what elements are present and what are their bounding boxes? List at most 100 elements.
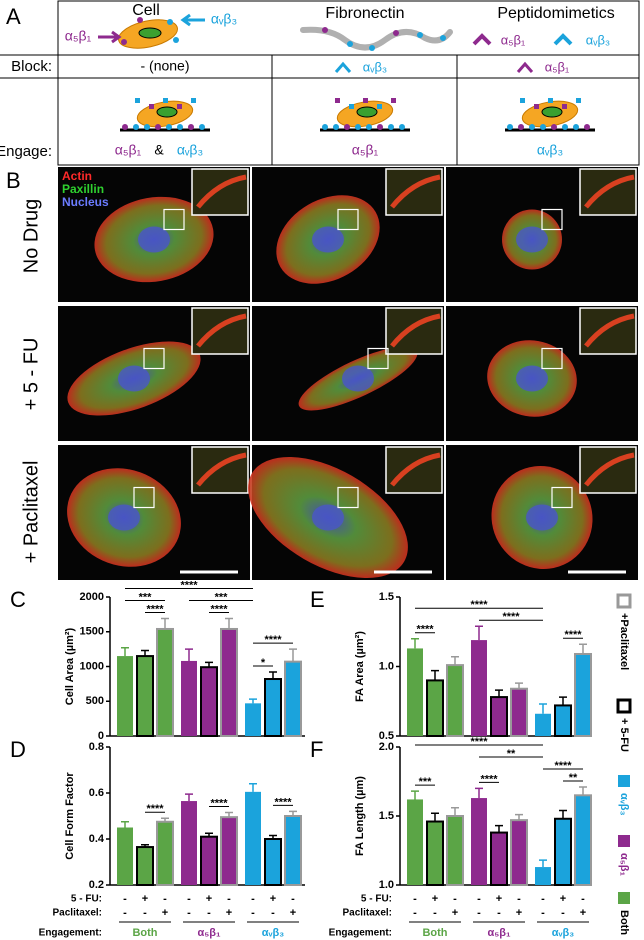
receptor [149,104,154,109]
error-bar [411,790,419,800]
significance-label: **** [180,579,198,591]
nucleus-image [138,226,170,253]
site [417,32,423,38]
roi-box [337,208,359,231]
nucleus-image [108,504,140,531]
inset-detail [390,174,441,209]
bar [220,816,238,887]
bar [574,794,592,886]
header: Cell [132,2,160,19]
error-bar [411,637,419,649]
receptor [167,19,173,25]
stain-legend: Nucleus [62,195,109,209]
significance-label: **** [554,760,572,772]
x-table-label: Paclitaxel: [343,908,392,919]
error-bar [185,793,193,802]
y-tick-label: 2.0 [379,741,394,753]
nucleus [541,106,563,118]
y-axis-label: FA Area (µm²) [354,631,366,702]
x-table-cell: - [477,907,481,919]
error-bar [431,812,439,822]
x-table-cell: - [477,893,481,905]
engage-label: αᵥβ₃ [177,142,203,158]
engage-label: α₅β₁ [352,142,379,158]
x-table-cell: - [251,893,255,905]
receptor [548,98,553,103]
group-label: α₅β₁ [487,927,511,939]
receptor [135,98,140,103]
site [440,35,446,41]
error-bar [475,625,483,641]
x-table-cell: - [561,907,565,919]
legend-label: α₅β₁ [618,853,630,877]
legend-swatch [616,593,632,609]
error-bar [161,817,169,822]
bar [200,666,218,738]
bar [200,835,218,887]
x-table-cell: + [142,893,148,905]
bar [426,820,444,887]
bar [117,827,133,885]
inset-detail [196,452,247,487]
peptidomimetic [553,33,573,46]
group-label: Both [132,927,157,939]
x-table-cell: + [580,907,586,919]
error-bar [495,824,503,833]
site [562,124,568,130]
significance-label: **** [210,797,228,809]
site [355,124,361,130]
site [322,27,328,33]
site [366,124,372,130]
error-bar [121,821,129,828]
site [133,124,139,130]
row-label: Block: [11,58,52,75]
site [188,124,194,130]
error-bar [515,682,523,689]
receptor [173,37,179,43]
significance-label: * [261,657,266,669]
bar [181,660,197,736]
error-bar [225,811,233,818]
receptor [520,98,525,103]
group-label: αᵥβ₃ [262,927,285,939]
group-label: Both [422,927,447,939]
y-tick-label: 1.5 [379,591,394,603]
error-bar [205,832,213,837]
roi-box [541,347,563,370]
x-table-cell: + [226,907,232,919]
nucleus [156,106,178,118]
inset-detail [584,174,635,209]
significance-label: **** [470,599,488,611]
stain-legend: Paxillin [62,182,104,196]
site [166,124,172,130]
error-bar [185,648,193,661]
error-bar [579,786,587,796]
receptor [562,104,567,109]
legend-swatch [618,835,630,847]
bar [490,831,508,886]
error-bar [539,703,547,714]
significance-label: **** [480,773,498,785]
bar [264,838,282,886]
site [518,124,524,130]
y-axis-label: Cell Form Factor [64,772,76,860]
arrow [98,30,122,44]
y-tick-label: 0.5 [379,730,394,742]
receptor [391,98,396,103]
panel-label: C [10,587,26,612]
error-bar [451,806,459,816]
error-bar [431,669,439,681]
y-tick-label: 0.4 [89,833,105,845]
receptor [576,98,581,103]
y-tick-label: 1500 [80,626,104,638]
x-table-cell: - [413,893,417,905]
panel-label: E [310,587,325,612]
x-table-label: Paclitaxel: [53,908,102,919]
legend-swatch [616,698,632,714]
error-bar [515,813,523,821]
arrow-label: αᵥβ₃ [211,11,237,27]
significance-label: **** [274,796,292,808]
receptor [377,104,382,109]
nucleus-image [312,504,344,531]
